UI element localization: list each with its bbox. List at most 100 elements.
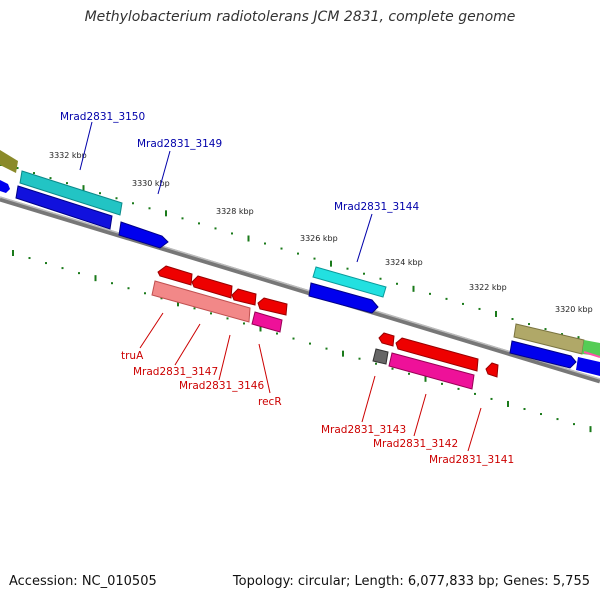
gene-feature-blue-3144[interactable]	[308, 282, 379, 314]
major-tick	[94, 275, 97, 282]
gene-feature-mrad2831-3144[interactable]	[312, 266, 387, 298]
gene-feature-olive[interactable]	[0, 150, 18, 173]
minor-tick	[375, 362, 377, 365]
minor-tick	[231, 232, 233, 235]
scale-ticks-inner	[12, 250, 592, 433]
major-tick	[177, 300, 179, 307]
minor-tick	[127, 287, 130, 290]
gene-feature-red[interactable]	[231, 288, 257, 306]
minor-tick	[523, 408, 526, 411]
gene-feature-mrad2831-3150[interactable]	[19, 170, 123, 216]
gene-label-mrad2831-3142[interactable]: Mrad2831_3142	[373, 438, 458, 450]
minor-tick	[325, 347, 328, 350]
gene-feature-mrad2831-3147[interactable]	[151, 280, 251, 323]
minor-tick	[280, 247, 283, 250]
minor-tick	[346, 267, 349, 270]
minor-tick	[556, 418, 559, 421]
minor-tick	[198, 222, 200, 225]
minor-tick	[49, 177, 52, 180]
major-tick	[589, 426, 592, 433]
scale-label: 3332 kbp	[49, 151, 87, 160]
minor-tick	[391, 367, 394, 370]
genome-summary-text: Topology: circular; Length: 6,077,833 bp…	[232, 574, 590, 589]
minor-tick	[264, 242, 266, 245]
reverse-leader-lines	[139, 312, 482, 452]
minor-tick	[478, 307, 481, 310]
gene-feature-grey[interactable]	[372, 348, 389, 365]
gene-feature-pink-stripe	[583, 351, 600, 358]
minor-tick	[78, 272, 80, 275]
minor-tick	[16, 167, 19, 170]
gene-feature-recr[interactable]	[251, 311, 283, 333]
gene-label-mrad2831-3143[interactable]: Mrad2831_3143	[321, 424, 406, 436]
minor-tick	[544, 328, 547, 331]
scale-label: 3326 kbp	[300, 234, 338, 243]
major-tick	[412, 285, 415, 292]
minor-tick	[132, 202, 134, 205]
major-tick	[259, 325, 262, 332]
major-tick	[12, 250, 14, 256]
minor-tick	[181, 217, 184, 220]
major-tick	[495, 310, 497, 317]
minor-tick	[540, 413, 542, 416]
gene-feature-blue-3120[interactable]	[509, 340, 577, 369]
gene-label-mrad2831-3141[interactable]: Mrad2831_3141	[429, 454, 514, 466]
gene-feature-red-small[interactable]	[378, 332, 395, 347]
minor-tick	[160, 297, 163, 300]
scale-label: 3324 kbp	[385, 258, 423, 267]
minor-tick	[210, 312, 212, 315]
gene-feature-mrad2831-3141[interactable]	[485, 362, 499, 378]
accession-text: Accession: NC_010505	[9, 574, 157, 589]
gene-label-mrad2831-3150[interactable]: Mrad2831_3150	[60, 111, 145, 123]
minor-tick	[528, 323, 530, 326]
minor-tick	[573, 423, 575, 426]
map-title: Methylobacterium radiotolerans JCM 2831,…	[84, 9, 516, 25]
gene-label-mrad2831-3149[interactable]: Mrad2831_3149	[137, 138, 222, 150]
minor-tick	[445, 297, 448, 300]
minor-tick	[193, 307, 196, 310]
forward-leader-lines	[79, 121, 373, 263]
gene-feature-red[interactable]	[191, 275, 233, 299]
minor-tick	[111, 282, 113, 285]
minor-tick	[490, 397, 493, 400]
genome-backbone	[0, 196, 600, 384]
minor-tick	[66, 182, 68, 185]
major-tick	[342, 350, 344, 357]
gene-label-recr[interactable]: recR	[258, 396, 282, 408]
minor-tick	[441, 382, 443, 385]
scale-label: 3320 kbp	[555, 305, 593, 314]
gene-label-mrad2831-3146[interactable]: Mrad2831_3146	[179, 380, 264, 392]
minor-tick	[144, 292, 146, 295]
gene-feature-red[interactable]	[257, 297, 288, 316]
gene-label-mrad2831-3147[interactable]: Mrad2831_3147	[133, 366, 218, 378]
gene-feature-mrad2831-3143-red[interactable]	[395, 337, 479, 372]
minor-tick	[292, 337, 295, 340]
minor-tick	[28, 257, 31, 260]
gene-feature-blue-edge[interactable]	[576, 357, 600, 376]
minor-tick	[99, 192, 101, 195]
major-tick	[82, 185, 85, 192]
minor-tick	[561, 333, 563, 336]
minor-tick	[115, 197, 118, 200]
minor-tick	[457, 387, 460, 390]
minor-tick	[309, 342, 311, 345]
scale-label: 3328 kbp	[216, 207, 254, 216]
minor-tick	[429, 292, 431, 295]
major-tick	[247, 235, 250, 242]
major-tick	[330, 260, 332, 267]
scale-label: 3322 kbp	[469, 283, 507, 292]
gene-feature-mrad2831-3149-region[interactable]	[15, 185, 113, 230]
gene-feature-red[interactable]	[157, 265, 193, 286]
gene-label-mrad2831-3144[interactable]: Mrad2831_3144	[334, 201, 419, 213]
gene-feature-mrad2831-3149[interactable]	[118, 221, 169, 249]
minor-tick	[462, 302, 464, 305]
gene-feature-blue[interactable]	[0, 180, 10, 193]
gene-label-trua[interactable]: truA	[121, 350, 144, 362]
scale-ticks-outer	[0, 160, 596, 346]
gene-feature-mrad2831-3142[interactable]	[388, 352, 475, 390]
forward-strand-features	[0, 150, 600, 376]
minor-tick	[226, 317, 229, 320]
minor-tick	[276, 332, 278, 335]
reverse-strand-features	[151, 265, 499, 390]
